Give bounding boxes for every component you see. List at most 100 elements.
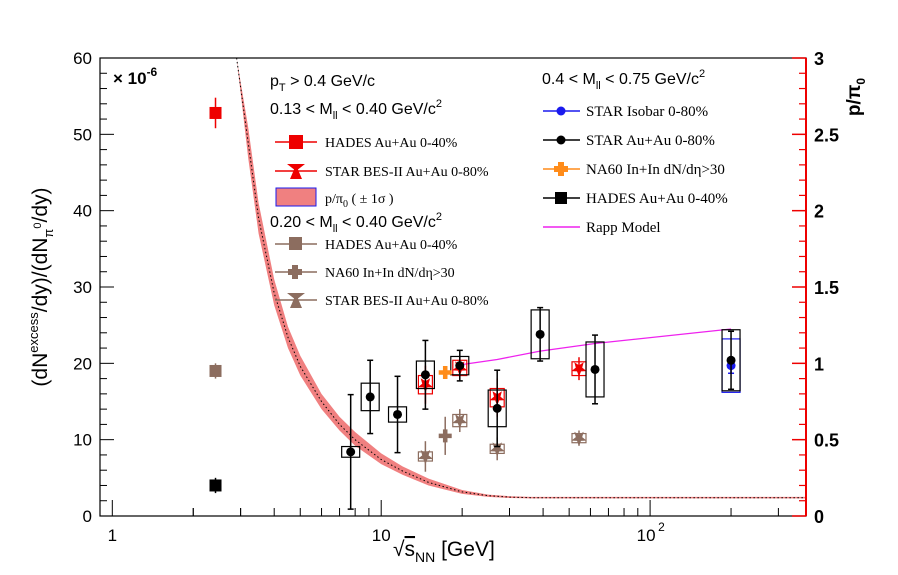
na60-in-in-dn-d-30-marker: [438, 365, 452, 379]
y-axis-multiplier: × 10-6: [113, 65, 158, 88]
y-left-tick-label: 10: [73, 431, 92, 450]
y-title-part-1: (dN: [29, 353, 52, 387]
x-title-sqrt: √: [393, 538, 405, 561]
pt-sub: T: [279, 82, 286, 94]
star-au-au-0-80-marker: [726, 355, 736, 365]
legend-hades-black-marker: [555, 192, 567, 204]
legend-low-mass: HADES Au+Au 0-40% STAR BES-II Au+Au 0-80…: [275, 135, 489, 210]
x-axis-title: √sNN [GeV]: [393, 538, 495, 565]
y-right-tick-label: 3: [814, 49, 824, 69]
hades-au-au-0-40-marker: [209, 364, 222, 377]
star-au-au-0-80-marker: [346, 447, 356, 457]
hades-au-au-0-40-marker: [209, 106, 222, 119]
y-left-tick-label: 20: [73, 354, 92, 373]
x-tick-label-100-base: 10: [637, 526, 656, 545]
multiplier-exponent: -6: [147, 65, 158, 79]
band-rest: ( ± 1σ ): [348, 192, 394, 207]
x-title-unit: [GeV]: [435, 538, 495, 561]
header-pt-cut: pT > 0.4 GeV/c: [270, 73, 375, 94]
x-title-sub: NN: [415, 549, 435, 565]
star-au-au-0-80-marker: [393, 409, 403, 419]
rm-sub: ll: [596, 80, 601, 92]
y-axis-left-title: (dNexcess/dy)/(dNπ0/dy): [26, 187, 56, 386]
y-right-tick-label: 0.5: [814, 431, 839, 451]
rm-a: 0.4 < M: [542, 71, 596, 88]
legend-na60-orange-marker: [554, 162, 568, 176]
rm-sup: 2: [699, 68, 705, 80]
lm-a: 0.13 < M: [270, 101, 333, 118]
x-title-s: s: [405, 538, 416, 561]
y-title-part-6: /dy): [29, 187, 52, 222]
rm-b: < 0.75 GeV/c: [601, 71, 699, 88]
legend-mid-mass: HADES Au+Au 0-40% NA60 In+In dN/dη>30 ST…: [275, 237, 489, 309]
right-title-part-2: 0: [854, 78, 868, 85]
star-au-au-0-80-marker: [365, 392, 375, 402]
data-points-layer: [209, 97, 741, 510]
legend-na60-brown-label: NA60 In+In dN/dη>30: [325, 266, 455, 281]
p-over-pi0-band-layer: [236, 57, 807, 499]
y-left-tick-label: 30: [73, 278, 92, 297]
mm-sup: 2: [436, 211, 442, 223]
pt-p: p: [270, 73, 279, 90]
star-bes-ii-au-au-0-80-marker: [571, 362, 587, 377]
band-p: p/π: [325, 192, 343, 207]
star-bes-ii-au-au-0-80-marker: [571, 431, 587, 447]
lm-sup: 2: [436, 98, 442, 110]
legend-star-red-label: STAR BES-II Au+Au 0-80%: [325, 165, 489, 180]
header-mid-mass: 0.20 < Mll < 0.40 GeV/c2: [270, 211, 442, 235]
plot-frame: [99, 57, 807, 517]
legend-star-isobar-label: STAR Isobar 0-80%: [586, 104, 708, 120]
legend-star-brown-label: STAR BES-II Au+Au 0-80%: [325, 294, 489, 309]
hades-au-au-0-40-marker: [209, 479, 222, 492]
band-sub: 0: [343, 199, 348, 210]
pt-rest: > 0.4 GeV/c: [286, 73, 375, 90]
header-rho-mass: 0.4 < Mll < 0.75 GeV/c2: [542, 68, 705, 92]
star-au-au-0-80-marker: [492, 403, 502, 413]
legend-star-auau-label: STAR Au+Au 0-80%: [586, 133, 715, 149]
y-left-tick-label: 50: [73, 125, 92, 144]
y-right-tick-label: 2.5: [814, 125, 839, 145]
y-left-tick-label: 40: [73, 202, 92, 221]
star-bes-ii-au-au-0-80-marker: [452, 414, 468, 429]
legend-star-isobar-marker: [556, 106, 566, 116]
star-au-au-0-80-syst-box: [721, 329, 741, 392]
legend-na60-brown-marker: [288, 265, 302, 279]
y-left-tick-label: 0: [83, 507, 92, 526]
legend-star-red-marker-2: [290, 165, 302, 179]
x-tick-label-1: 1: [108, 526, 117, 545]
legend-rho-mass: STAR Isobar 0-80% STAR Au+Au 0-80% NA60 …: [543, 104, 728, 236]
y-right-tick-label: 1: [814, 354, 824, 374]
star-au-au-0-80-marker: [420, 370, 430, 380]
mm-a: 0.20 < M: [270, 214, 333, 231]
mm-b: < 0.40 GeV/c: [338, 214, 436, 231]
legend-hades-brown-marker: [289, 237, 302, 250]
legend-star-brown-marker-2: [290, 294, 302, 308]
legend-band-swatch: [275, 187, 317, 207]
y-right-tick-label: 2: [814, 202, 824, 222]
legend-hades-black-label: HADES Au+Au 0-40%: [586, 191, 728, 207]
y-title-part-3: /dy)/(dN: [29, 238, 52, 313]
y-right-tick-label: 0: [814, 507, 824, 527]
legend-band-label: p/π0 ( ± 1σ ): [325, 192, 394, 210]
y-title-part-4: π: [41, 229, 56, 238]
y-axis-right-title: p/π0: [844, 78, 868, 116]
legend-hades-brown-label: HADES Au+Au 0-40%: [325, 238, 458, 253]
y-title-part-2: excess: [26, 312, 41, 353]
na60-in-in-dn-d-30-marker: [438, 429, 452, 443]
multiplier-base: × 10: [113, 69, 147, 88]
legend-na60-orange-label: NA60 In+In dN/dη>30: [586, 162, 725, 178]
header-low-mass: 0.13 < Mll < 0.40 GeV/c2: [270, 98, 442, 122]
p-over-pi0-band: [236, 58, 807, 499]
star-au-au-0-80-marker: [590, 364, 600, 374]
star-au-au-0-80-marker: [535, 329, 545, 339]
star-au-au-0-80-marker: [455, 361, 465, 371]
star-bes-ii-au-au-0-80-marker: [417, 450, 433, 465]
legend-star-auau-marker: [556, 135, 566, 145]
y-right-tick-label: 1.5: [814, 278, 839, 298]
lm-sub: ll: [333, 110, 338, 122]
lm-b: < 0.40 GeV/c: [338, 101, 436, 118]
x-tick-label-100-exp: 2: [658, 520, 665, 534]
legend-hades-red-label: HADES Au+Au 0-40%: [325, 136, 458, 151]
